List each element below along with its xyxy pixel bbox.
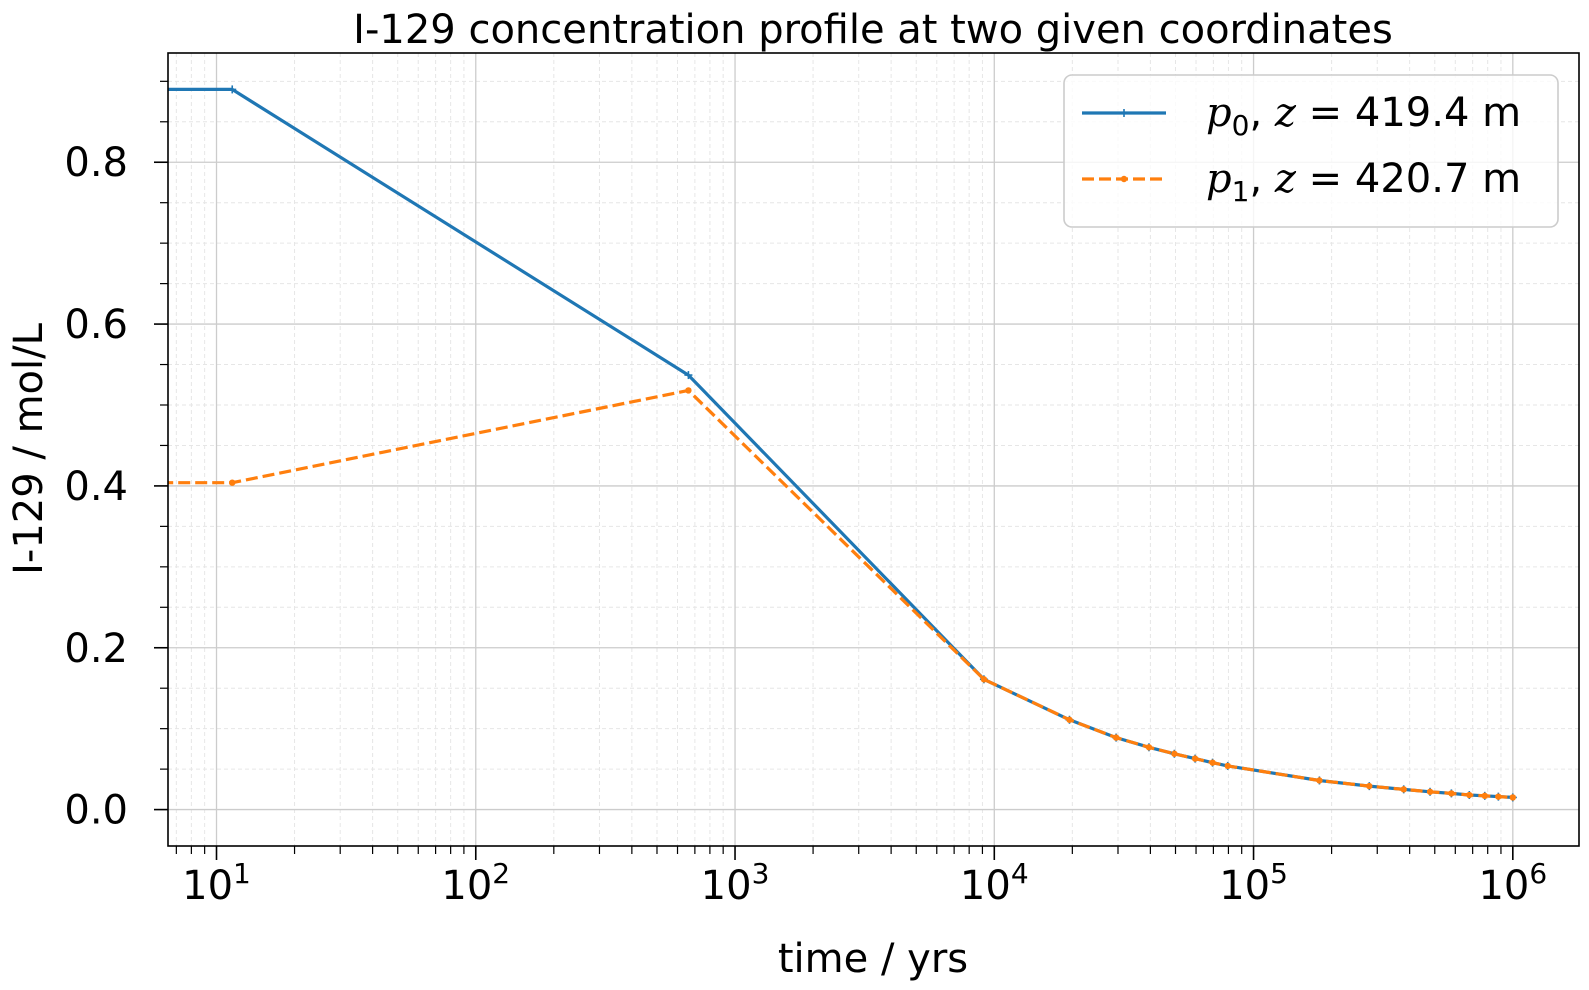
data-point-p1 xyxy=(1209,759,1216,766)
data-point-p1 xyxy=(1112,734,1120,741)
data-point-p1 xyxy=(1400,786,1407,793)
data-point-p1 xyxy=(685,387,692,394)
legend-label-p1: p1, z = 420.7 m xyxy=(1206,156,1521,208)
axis-tick-labels: 101 102 103 104 105 106 0.0 0.2 0.4 0.6 0.8 xyxy=(64,140,1547,909)
x-tick-label: 106 xyxy=(1478,857,1547,909)
y-tick-label: 0.6 xyxy=(64,302,128,348)
y-tick-label: 0.4 xyxy=(64,464,128,510)
legend-marker-p1 xyxy=(1120,175,1128,183)
y-tick-label: 0.2 xyxy=(64,626,128,672)
data-point-p1 xyxy=(1191,755,1199,762)
x-tick-label: 101 xyxy=(182,857,251,909)
data-point-p1 xyxy=(1316,777,1323,784)
axis-ticks xyxy=(154,80,1514,860)
series-line-p1 xyxy=(168,388,1513,799)
data-point-p1 xyxy=(1495,793,1502,800)
data-point-p1 xyxy=(1145,744,1153,751)
legend: p0, z = 419.4 m p1, z = 420.7 m xyxy=(1063,74,1559,228)
legend-label-p0: p0, z = 419.4 m xyxy=(1206,90,1521,142)
y-axis-label: I-129 / mol/L xyxy=(6,322,52,575)
chart-title: I-129 concentration profile at two given… xyxy=(353,7,1393,53)
series-layer xyxy=(168,85,1517,802)
data-point-p1 xyxy=(1448,790,1455,797)
plot-frame xyxy=(167,52,1580,847)
data-point-p1 xyxy=(1426,788,1434,795)
x-tick-label: 103 xyxy=(701,857,770,909)
major-grid xyxy=(168,53,1579,846)
x-tick-label: 102 xyxy=(441,857,510,909)
x-axis-label: time / yrs xyxy=(778,936,968,982)
data-point-p1 xyxy=(229,479,236,486)
minor-grid xyxy=(168,53,1579,846)
legend-box xyxy=(1063,74,1559,228)
data-point-p1 xyxy=(1466,791,1473,799)
data-point-p1 xyxy=(1509,794,1517,801)
y-tick-label: 0.0 xyxy=(64,788,128,834)
data-point-p1 xyxy=(1366,782,1373,790)
data-point-p1 xyxy=(980,676,988,683)
y-tick-label: 0.8 xyxy=(64,140,128,186)
data-point-p1 xyxy=(1171,750,1178,757)
data-point-p1 xyxy=(1481,792,1488,800)
x-tick-label: 105 xyxy=(1219,857,1288,909)
data-point-p1 xyxy=(1224,762,1231,770)
x-tick-label: 104 xyxy=(960,857,1029,909)
data-point-p1 xyxy=(1066,716,1073,723)
